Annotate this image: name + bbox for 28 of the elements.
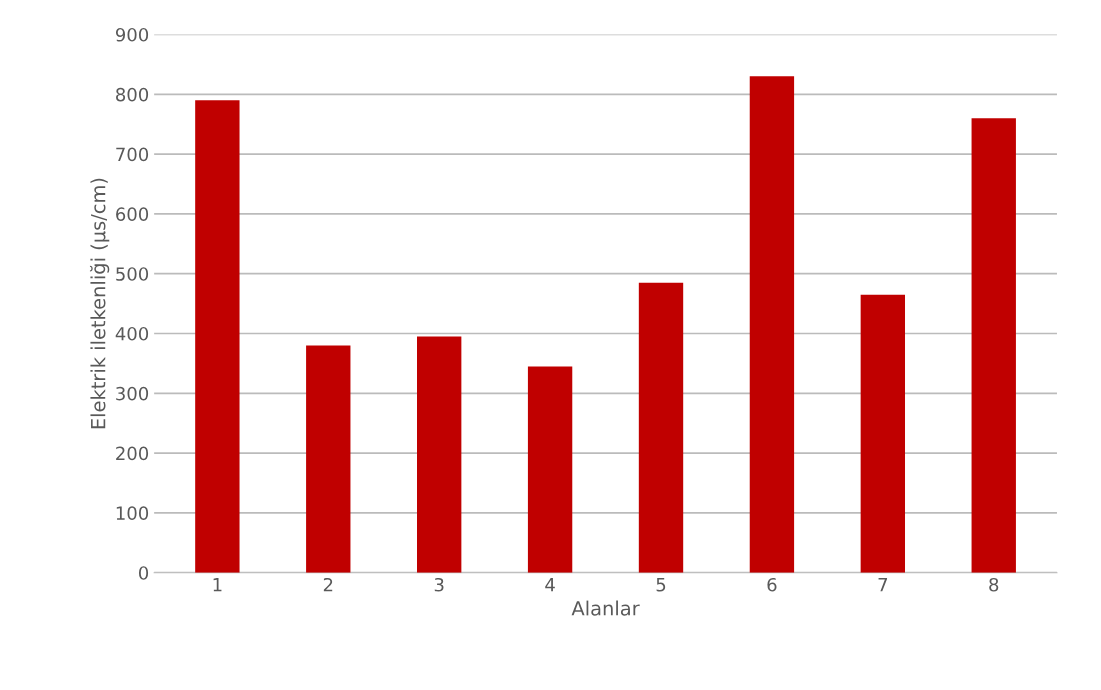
x-tick-label: 7 xyxy=(878,578,888,592)
x-tick-label: 2 xyxy=(323,577,333,592)
x-tick-label: 6 xyxy=(767,577,777,592)
x-tick-label: 4 xyxy=(545,578,555,592)
y-tick-label: 500 xyxy=(116,267,149,281)
bar xyxy=(306,345,351,573)
x-tick-label: 3 xyxy=(434,577,444,592)
bar xyxy=(749,76,795,573)
y-tick-label: 100 xyxy=(116,506,149,521)
x-axis-title: Alanlar xyxy=(571,600,640,616)
y-tick-label: 0 xyxy=(138,566,149,580)
bar xyxy=(417,336,462,573)
y-tick-label: 400 xyxy=(115,326,149,341)
x-tick-label: 1 xyxy=(213,578,222,592)
y-tick-label: 900 xyxy=(115,27,149,42)
y-tick-label: 600 xyxy=(116,207,149,222)
y-axis-title: Elektrik iletkenliği (µs/cm) xyxy=(89,178,110,429)
y-tick-label: 200 xyxy=(116,446,149,461)
bar xyxy=(195,100,240,573)
x-tick-label: 5 xyxy=(656,578,666,592)
bar xyxy=(527,366,573,573)
x-tick-label: 8 xyxy=(989,577,999,592)
bar xyxy=(638,282,684,573)
y-tick-label: 800 xyxy=(116,87,149,102)
y-tick-label: 300 xyxy=(116,386,149,401)
bar xyxy=(860,294,906,573)
y-tick-label: 700 xyxy=(116,147,149,162)
bar xyxy=(971,118,1016,573)
